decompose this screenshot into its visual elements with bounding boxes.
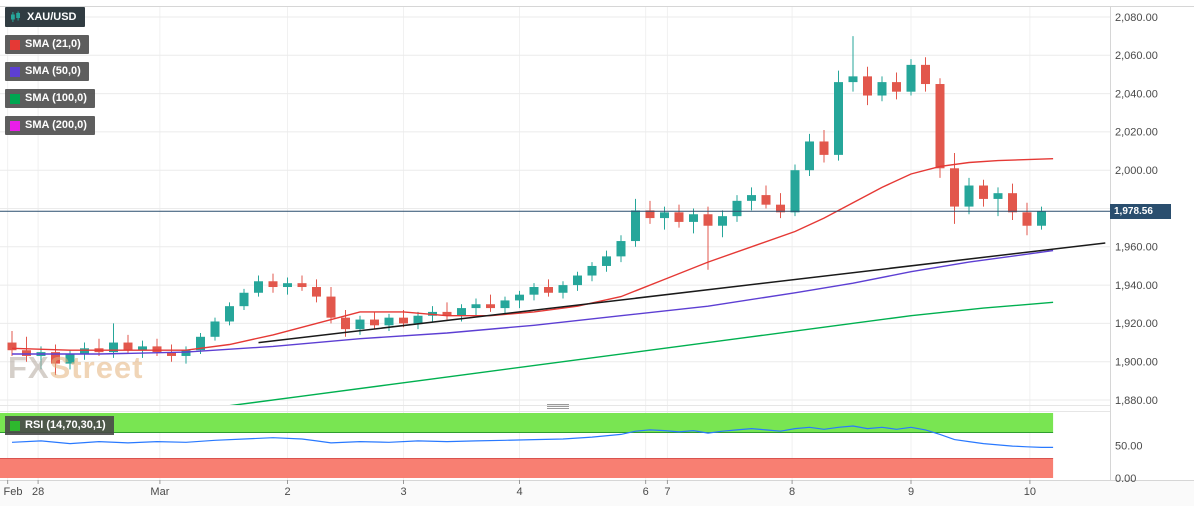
svg-text:Feb: Feb xyxy=(4,486,23,498)
gridlines xyxy=(0,6,1110,480)
overlay-trendline xyxy=(258,242,1106,344)
grip-line xyxy=(547,404,569,405)
symbol-label: XAU/USD xyxy=(27,10,77,23)
svg-text:0.00: 0.00 xyxy=(1115,473,1136,485)
svg-text:1,900.00: 1,900.00 xyxy=(1115,357,1158,369)
svg-text:Mar: Mar xyxy=(150,486,169,498)
legend-item-sma200[interactable]: SMA (200,0) xyxy=(5,116,95,135)
svg-text:3: 3 xyxy=(400,486,406,498)
legend-item-sma21[interactable]: SMA (21,0) xyxy=(5,35,89,54)
svg-text:2,000.00: 2,000.00 xyxy=(1115,165,1158,177)
svg-text:9: 9 xyxy=(908,486,914,498)
sma100-label: SMA (100,0) xyxy=(25,92,87,104)
grip-line xyxy=(547,408,569,409)
svg-text:10: 10 xyxy=(1024,486,1036,498)
svg-text:28: 28 xyxy=(32,486,44,498)
legend-item-sma50[interactable]: SMA (50,0) xyxy=(5,62,89,81)
svg-text:1,920.00: 1,920.00 xyxy=(1115,318,1158,330)
last-price-badge: 1,978.56 xyxy=(1110,203,1171,219)
rsi-label: RSI (14,70,30,1) xyxy=(25,419,106,431)
legend-item-rsi[interactable]: RSI (14,70,30,1) xyxy=(5,416,114,435)
grip-line xyxy=(547,406,569,407)
panel-resize-handle[interactable] xyxy=(547,403,569,410)
svg-text:1,960.00: 1,960.00 xyxy=(1115,242,1158,254)
overlay-sma-50-0- xyxy=(12,249,1054,355)
candlestick-icon xyxy=(11,11,20,22)
sma50-swatch-icon xyxy=(10,66,20,77)
main-chart-series[interactable] xyxy=(7,36,1106,406)
rsi-overbought-band xyxy=(0,413,1054,433)
sma200-swatch-icon xyxy=(10,120,20,131)
svg-text:1,940.00: 1,940.00 xyxy=(1115,280,1158,292)
sma100-swatch-icon xyxy=(10,93,20,104)
svg-text:2,040.00: 2,040.00 xyxy=(1115,88,1158,100)
rsi-line xyxy=(11,425,1054,448)
svg-text:2,080.00: 2,080.00 xyxy=(1115,12,1158,24)
svg-text:4: 4 xyxy=(516,486,522,498)
panel-borders xyxy=(0,6,1194,481)
svg-text:2: 2 xyxy=(284,486,290,498)
svg-text:7: 7 xyxy=(664,486,670,498)
svg-text:50.00: 50.00 xyxy=(1115,440,1143,452)
rsi-oversold-band xyxy=(0,458,1054,478)
rsi-pane[interactable] xyxy=(11,425,1054,448)
svg-text:6: 6 xyxy=(643,486,649,498)
chart-legend: XAU/USD SMA (21,0) SMA (50,0) SMA (100,0… xyxy=(5,7,95,135)
legend-item-sma100[interactable]: SMA (100,0) xyxy=(5,89,95,108)
overlay-sma-21-0- xyxy=(11,158,1054,351)
sma200-label: SMA (200,0) xyxy=(25,119,87,131)
overlay-sma-100-0- xyxy=(229,301,1054,406)
legend-item-symbol[interactable]: XAU/USD xyxy=(5,7,85,27)
date-axis-strip[interactable] xyxy=(0,480,1194,506)
sma21-label: SMA (21,0) xyxy=(25,38,81,50)
svg-text:8: 8 xyxy=(789,486,795,498)
rsi-bands xyxy=(0,413,1054,478)
sma50-label: SMA (50,0) xyxy=(25,65,81,77)
svg-text:1,880.00: 1,880.00 xyxy=(1115,395,1158,407)
svg-text:2,060.00: 2,060.00 xyxy=(1115,50,1158,62)
sma21-swatch-icon xyxy=(10,39,20,50)
rsi-swatch-icon xyxy=(10,420,20,431)
svg-text:2,020.00: 2,020.00 xyxy=(1115,127,1158,139)
candles xyxy=(7,36,1046,376)
